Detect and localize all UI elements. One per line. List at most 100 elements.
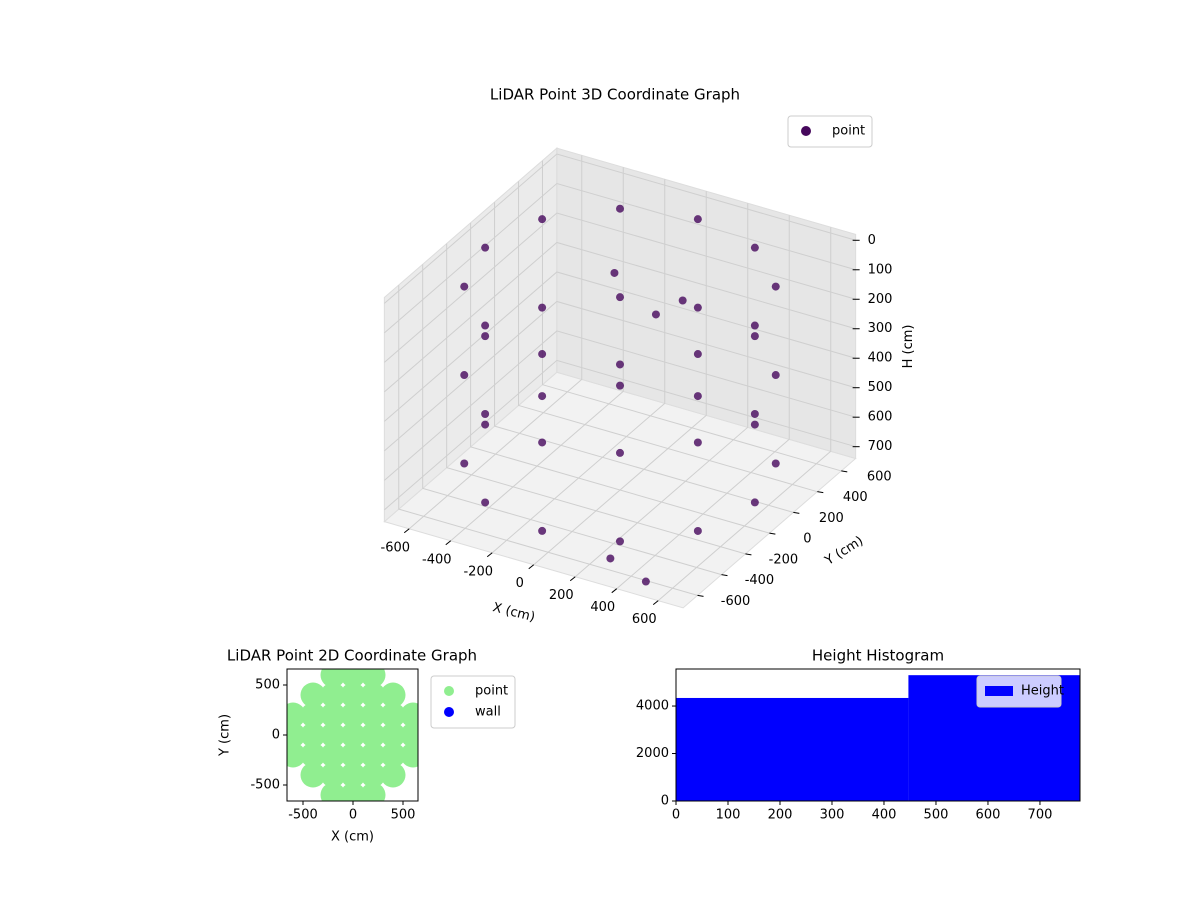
- chart-title: Height Histogram: [812, 647, 944, 665]
- point: [606, 554, 615, 563]
- point: [481, 332, 490, 341]
- x-tick: [569, 576, 576, 582]
- z-tick-label: 400: [868, 351, 893, 366]
- z-tick-label: 200: [868, 292, 893, 307]
- grid-line: [533, 191, 707, 566]
- point: [616, 293, 625, 302]
- point: [340, 682, 366, 708]
- point: [771, 459, 780, 468]
- grid-line: [384, 300, 856, 452]
- z-tick-label: 700: [868, 439, 893, 454]
- point: [400, 702, 418, 728]
- point: [380, 742, 406, 768]
- x-tick-label: 700: [1028, 808, 1053, 823]
- x-tick: [652, 600, 659, 606]
- point: [460, 371, 469, 380]
- point: [538, 350, 547, 359]
- x-tick-label: 500: [924, 808, 949, 823]
- point: [693, 350, 702, 359]
- x-tick: [445, 540, 452, 546]
- z-axis-label: H (cm): [901, 324, 916, 368]
- z-tick-label: 600: [868, 410, 893, 425]
- grid-line: [384, 271, 856, 422]
- point: [651, 310, 660, 319]
- z-tick-label: 300: [868, 321, 893, 336]
- point: [287, 742, 306, 768]
- plot-area: [287, 669, 418, 801]
- x-tick-label: -500: [288, 808, 318, 823]
- x-axis-label: X (cm): [491, 600, 536, 625]
- y-tick-label: 2000: [636, 746, 669, 761]
- point: [538, 392, 547, 401]
- x-tick-label: 300: [820, 808, 845, 823]
- point: [616, 381, 625, 390]
- y-tick-label: 200: [819, 511, 844, 526]
- grid-line: [384, 359, 856, 511]
- grid-line: [384, 182, 856, 334]
- y-tick: [721, 574, 728, 577]
- x-axis-label: X (cm): [331, 830, 374, 845]
- point: [340, 762, 366, 788]
- point: [380, 762, 406, 788]
- point: [360, 762, 386, 788]
- point: [400, 722, 418, 748]
- legend-marker: [444, 707, 454, 717]
- point: [340, 742, 366, 768]
- point: [481, 409, 490, 418]
- point: [693, 438, 702, 447]
- x-tick: [403, 528, 410, 534]
- z-tick-label: 0: [868, 233, 876, 248]
- x-tick-label: 600: [632, 612, 657, 627]
- grid-line: [450, 167, 624, 542]
- point: [320, 742, 346, 768]
- y-tick-label: -500: [250, 778, 280, 793]
- grid-line: [657, 227, 832, 602]
- point: [678, 296, 687, 305]
- point: [750, 332, 759, 341]
- chart-title: LiDAR Point 3D Coordinate Graph: [490, 86, 740, 104]
- legend-box: [787, 115, 873, 148]
- point: [360, 742, 386, 768]
- y-tick-label: 0: [661, 794, 669, 809]
- point: [616, 204, 625, 213]
- x-tick-label: 100: [716, 808, 741, 823]
- y-tick: [817, 491, 824, 494]
- x-tick: [611, 588, 618, 594]
- point: [360, 782, 386, 801]
- legend-label: Height: [1021, 684, 1064, 699]
- x-tick-label: -200: [463, 564, 493, 579]
- point: [481, 420, 490, 429]
- x-tick: [486, 552, 493, 558]
- point: [287, 722, 306, 748]
- y-tick-label: 4000: [636, 699, 669, 714]
- point: [360, 702, 386, 728]
- point: [320, 682, 346, 708]
- point: [641, 577, 650, 586]
- legend-label: point: [475, 684, 508, 699]
- point: [481, 321, 490, 330]
- point: [340, 782, 366, 801]
- point: [340, 669, 366, 688]
- legend-box: [976, 675, 1062, 708]
- grid-line: [491, 179, 666, 554]
- grid-line: [574, 203, 749, 578]
- point: [320, 762, 346, 788]
- y-tick: [745, 553, 752, 556]
- point: [750, 420, 759, 429]
- axes-frame: [675, 668, 1081, 802]
- y-tick-label: -600: [721, 594, 751, 609]
- point: [380, 682, 406, 708]
- x-tick: [528, 564, 535, 570]
- point: [693, 526, 702, 535]
- point: [320, 669, 346, 688]
- point: [300, 702, 326, 728]
- point: [380, 702, 406, 728]
- legend-marker: [801, 126, 811, 136]
- z-tick-label: 100: [868, 262, 893, 277]
- point: [460, 282, 469, 291]
- point: [481, 498, 490, 507]
- grid-line: [541, 160, 842, 472]
- grid-line: [616, 215, 790, 590]
- y-tick-label: 400: [843, 490, 868, 505]
